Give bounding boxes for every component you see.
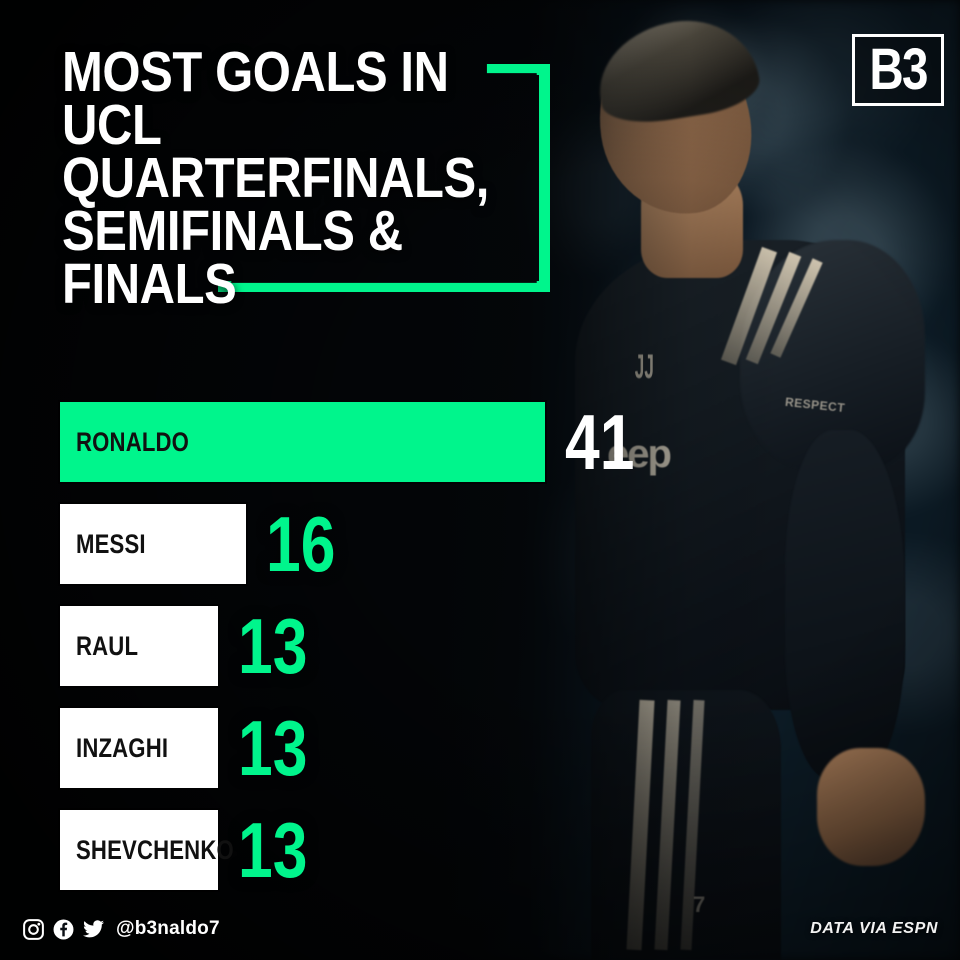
- social-handle-text: @b3naldo7: [116, 918, 220, 939]
- bar-value: 13: [238, 704, 308, 792]
- facebook-icon[interactable]: [52, 918, 75, 941]
- brand-logo-text: B3: [869, 37, 928, 102]
- bar-label: SHEVCHENKO: [76, 834, 234, 865]
- bar-label: MESSI: [76, 528, 146, 559]
- chart-row: RAUL 13: [60, 606, 920, 686]
- bar-value: 13: [238, 806, 308, 894]
- bar-value: 16: [266, 500, 336, 588]
- bar-shevchenko: SHEVCHENKO: [60, 810, 234, 890]
- instagram-icon[interactable]: [22, 918, 45, 941]
- chart-row: MESSI 16: [60, 504, 920, 584]
- bar-label: INZAGHI: [76, 732, 169, 763]
- chart-row: RONALDO 41: [60, 402, 920, 482]
- bar-value: 13: [238, 602, 308, 690]
- footer: @b3naldo7 DATA VIA ESPN: [0, 898, 960, 960]
- bar-ronaldo: RONALDO: [60, 402, 545, 482]
- chart-row: INZAGHI 13: [60, 708, 920, 788]
- goals-bar-chart: RONALDO 41 MESSI 16 RAUL 13 INZAGHI 13 SHEVCHENK…: [60, 402, 920, 912]
- social-handle-group: @b3naldo7: [22, 918, 220, 941]
- bar-value: 41: [565, 398, 635, 486]
- twitter-icon[interactable]: [82, 918, 105, 941]
- page-title: MOST GOALS IN UCL QUARTERFINALS, SEMIFIN…: [62, 40, 489, 316]
- bar-label: RAUL: [76, 630, 139, 661]
- bar-label: RONALDO: [76, 426, 190, 457]
- bar-raul: RAUL: [60, 606, 218, 686]
- brand-logo: B3: [852, 34, 944, 106]
- bar-messi: MESSI: [60, 504, 246, 584]
- chart-row: SHEVCHENKO 13: [60, 810, 920, 890]
- data-source-label: DATA VIA ESPN: [810, 920, 938, 937]
- bar-inzaghi: INZAGHI: [60, 708, 218, 788]
